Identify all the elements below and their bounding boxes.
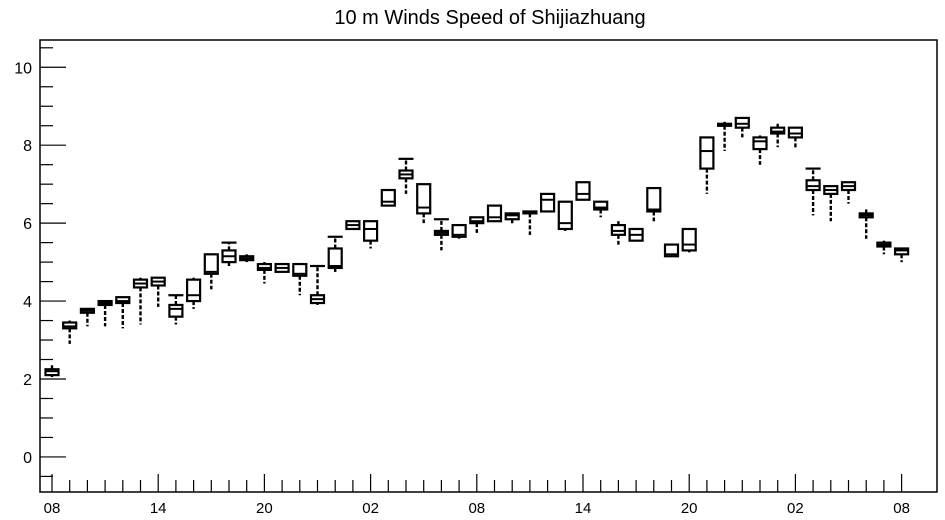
box-body [539,192,556,213]
box-body [168,303,184,318]
box-6 [132,277,149,325]
y-axis: 0 2 4 6 8 10 [14,47,66,478]
x-tick-label: 02 [362,500,379,517]
x-tick-label: 02 [787,500,804,517]
box-16 [309,264,326,305]
box-17 [327,235,343,274]
box-body [203,253,219,275]
box-42 [770,123,786,148]
box-14 [274,262,290,273]
box-34 [628,227,644,242]
box-15 [292,262,308,296]
box-body [486,204,503,223]
box-21 [398,157,414,194]
x-axis: 08 14 20 02 08 14 20 02 08 [44,474,910,517]
x-tick-label: 14 [150,500,167,517]
box-body [557,200,573,231]
box-9 [186,277,202,309]
box-40 [734,116,750,138]
box-22 [416,183,432,224]
box-11 [221,241,237,266]
box-30 [557,200,573,231]
box-13 [256,262,272,284]
box-3 [79,307,96,327]
box-43 [787,126,804,150]
box-body [575,181,591,201]
y-tick-label: 10 [14,60,32,77]
box-48 [876,240,892,255]
box-body [681,227,697,252]
chart-title: 10 m Winds Speed of Shijiazhuang [334,7,645,29]
box-23 [433,218,449,251]
x-tick-label: 08 [468,500,485,517]
box-body [593,200,609,211]
box-29 [539,192,556,213]
box-20 [380,188,396,207]
box-39 [716,121,733,152]
box-49 [893,247,910,263]
box-41 [752,135,768,165]
y-tick-label: 6 [23,216,32,233]
box-body [451,223,467,238]
x-tick-label: 08 [893,500,910,517]
box-45 [823,185,839,222]
box-24 [451,223,467,239]
box-body [363,220,379,242]
box-7 [150,276,166,307]
box-27 [504,212,520,226]
box-4 [97,299,113,327]
box-8 [168,294,184,325]
box-body [646,186,662,213]
x-tick-label: 20 [681,500,698,517]
box-38 [699,136,715,194]
box-body [699,136,715,170]
y-tick-label: 2 [23,372,32,389]
box-31 [575,181,591,201]
x-tick-label: 14 [575,500,592,517]
box-25 [469,216,485,233]
plot-area-frame [39,39,938,493]
box-5 [115,296,131,329]
box-46 [840,181,857,204]
box-body [327,247,343,270]
x-tick-label: 08 [44,500,61,517]
box-19 [363,220,379,249]
box-35 [646,186,662,222]
box-32 [593,200,609,218]
box-10 [203,253,219,290]
box-1 [44,363,60,378]
box-body [380,188,396,207]
box-body [752,136,768,151]
box-2 [62,320,78,344]
box-44 [805,167,821,216]
box-body [416,183,432,215]
box-body [663,243,680,258]
box-37 [681,227,697,253]
box-26 [486,204,503,223]
y-tick-label: 4 [23,294,32,311]
y-tick-label: 8 [23,138,32,155]
box-33 [610,221,627,245]
box-28 [522,210,538,235]
box-36 [663,243,680,258]
x-tick-label: 20 [256,500,273,517]
box-18 [345,220,361,231]
box-body [186,278,202,303]
box-12 [239,254,255,263]
y-tick-label: 0 [23,450,32,467]
box-body [292,262,308,277]
box-series [44,116,910,378]
box-47 [858,207,874,239]
